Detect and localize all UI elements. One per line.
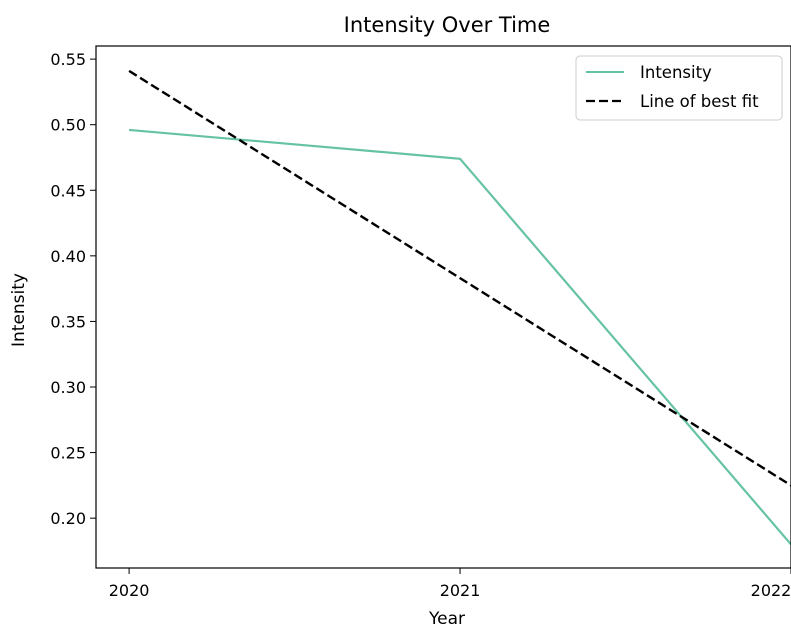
x-tick-label: 2020 [109, 581, 150, 600]
series-line-intensity [128, 128, 791, 546]
axes-frame [95, 45, 791, 569]
y-tick-label: 0.45 [50, 181, 86, 200]
y-tick-label: 0.40 [50, 247, 86, 266]
legend-label-intensity: Intensity [640, 63, 712, 82]
chart-title: Intensity Over Time [344, 13, 551, 37]
x-tick-label: 2021 [440, 581, 481, 600]
y-tick-label: 0.55 [50, 50, 86, 69]
x-axis-label: Year [428, 609, 465, 626]
legend-box [575, 55, 783, 121]
axis-ticks: 0.20 0.25 0.30 0.35 0.40 0.45 0.50 0.55 2020 2021… [50, 50, 791, 600]
series-line-best-fit [128, 69, 791, 487]
y-tick-label: 0.30 [50, 378, 86, 397]
y-tick-label: 0.35 [50, 312, 86, 331]
y-tick-label: 0.20 [50, 509, 86, 528]
y-tick-label: 0.50 [50, 116, 86, 135]
plot-area [128, 69, 791, 546]
x-tick-label: 2022 [751, 581, 791, 600]
y-axis-label: Intensity [9, 273, 29, 347]
y-tick-label: 0.25 [50, 444, 86, 463]
legend-label-best-fit: Line of best fit [640, 92, 759, 111]
legend: Intensity Line of best fit [575, 55, 783, 121]
